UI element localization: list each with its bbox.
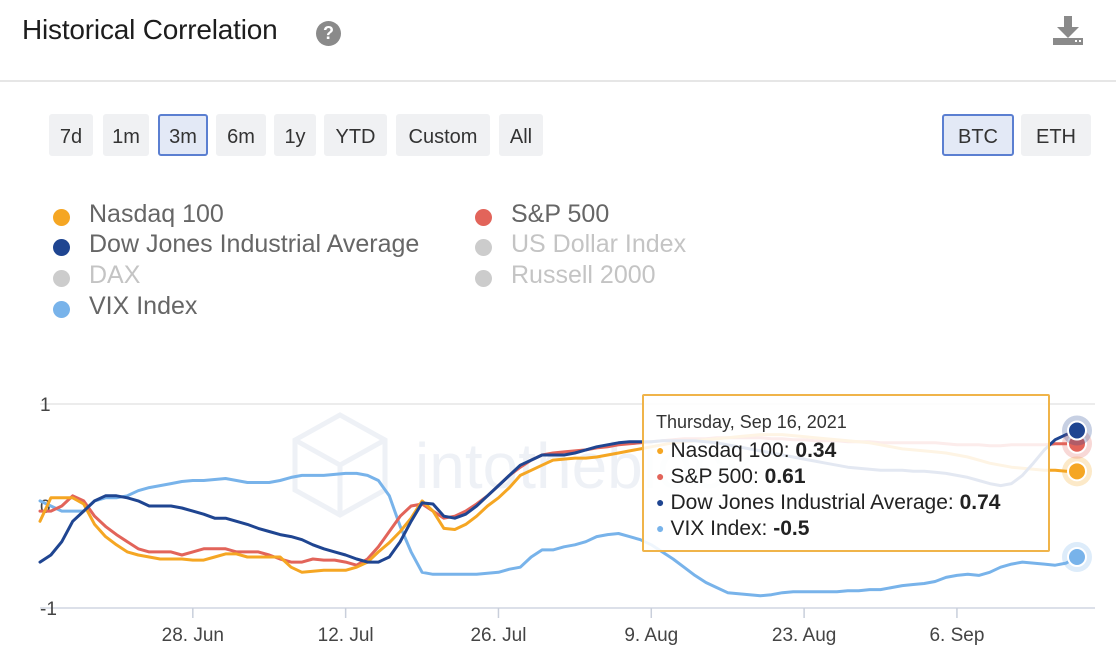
tooltip-bullet: ● [656,494,665,510]
legend-item-russell-2000[interactable]: Russell 2000 [511,261,656,289]
tooltip-label: VIX Index [670,517,762,540]
tooltip-row-nasdaq-100: ● Nasdaq 100: 0.34 [656,437,1048,463]
range-button-ytd[interactable]: YTD [324,114,387,156]
range-button-6m[interactable]: 6m [216,114,266,156]
legend-dot-russell-2000[interactable] [475,270,492,287]
tooltip-row-dow-jones-industrial-average: ● Dow Jones Industrial Average: 0.74 [656,489,1048,515]
legend-item-vix-index[interactable]: VIX Index [89,292,198,320]
x-tick-label: 28. Jun [162,625,224,646]
legend-dot-dow-jones-industrial-average[interactable] [53,239,70,256]
tooltip-separator: : [761,517,774,540]
range-button-7d[interactable]: 7d [49,114,93,156]
range-button-1y[interactable]: 1y [274,114,316,156]
page-title: Historical Correlation [22,14,278,45]
legend-item-nasdaq-100[interactable]: Nasdaq 100 [89,200,224,228]
legend-item-dax[interactable]: DAX [89,261,141,289]
legend-item-dow-jones-industrial-average[interactable]: Dow Jones Industrial Average [89,230,420,258]
tooltip-label: Nasdaq 100 [670,439,784,462]
legend-dot-nasdaq-100[interactable] [53,209,70,226]
tooltip-row-s-p-500: ● S&P 500: 0.61 [656,463,1048,489]
tooltip-separator: : [947,491,960,514]
hover-point-nasdaq-100 [1067,461,1087,482]
range-button-custom[interactable]: Custom [396,114,490,156]
help-icon[interactable]: ? [316,21,341,46]
asset-button-btc[interactable]: BTC [942,114,1014,156]
legend-dot-vix-index[interactable] [53,301,70,318]
download-icon[interactable] [1051,14,1085,46]
legend-dot-dax[interactable] [53,270,70,287]
legend-item-s-p-500[interactable]: S&P 500 [511,200,610,228]
range-button-all[interactable]: All [499,114,543,156]
legend-item-us-dollar-index[interactable]: US Dollar Index [511,230,687,258]
header: Historical Correlation ? [0,0,1116,82]
tooltip-bullet: ● [656,520,665,536]
legend-dot-s-p-500[interactable] [475,209,492,226]
tooltip-separator: : [783,439,796,462]
tooltip-value: 0.34 [795,439,837,462]
asset-button-eth[interactable]: ETH [1021,114,1091,156]
tooltip-row-vix-index: ● VIX Index: -0.5 [656,515,1048,541]
y-tick-label: 1 [40,395,51,416]
tooltip-value: -0.5 [773,517,810,540]
range-button-3m[interactable]: 3m [158,114,208,156]
tooltip-value: 0.74 [959,491,1001,514]
x-tick-label: 12. Jul [318,625,374,646]
tooltip-label: S&P 500 [670,465,753,488]
y-tick-label: -1 [40,599,57,620]
hover-point-vix-index [1067,547,1087,567]
tooltip-date: Thursday, Sep 16, 2021 [656,412,847,432]
tooltip-label: Dow Jones Industrial Average [670,491,948,514]
series-line-vix-index [38,471,1079,598]
x-tick-label: 23. Aug [772,625,836,646]
tooltip-bullet: ● [656,468,665,484]
range-button-1m[interactable]: 1m [103,114,149,156]
hover-point-dow-jones-industrial-average [1067,420,1087,441]
x-tick-label: 26. Jul [470,625,526,646]
x-tick-label: 6. Sep [929,625,984,646]
tooltip-value: 0.61 [764,465,806,488]
chart-tooltip: Thursday, Sep 16, 2021 ● Nasdaq 100: 0.34… [642,394,1050,552]
x-tick-label: 9. Aug [624,625,678,646]
watermark-logo [292,412,388,518]
tooltip-bullet: ● [656,442,665,458]
legend-dot-us-dollar-index[interactable] [475,239,492,256]
tooltip-separator: : [752,465,765,488]
